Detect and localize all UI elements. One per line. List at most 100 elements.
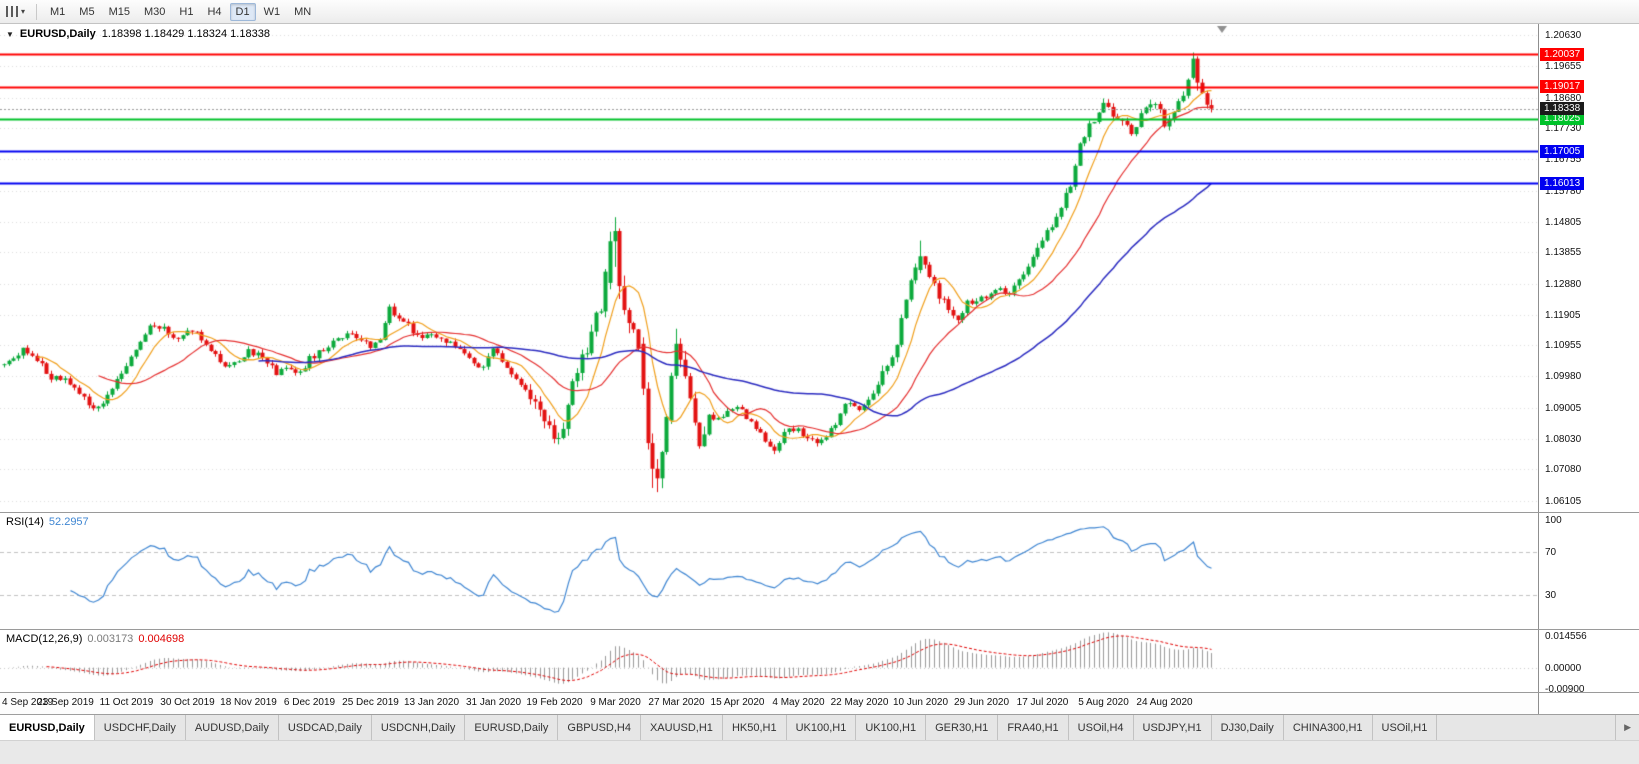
timeframe-m5[interactable]: M5 [79,5,95,18]
tab-scroll-right-button[interactable]: ▶ [1615,715,1639,740]
rsi-label: RSI(14) 52.2957 [6,516,89,528]
rsi-axis-label: 30 [1545,589,1557,601]
macd-axis-label: 0.00000 [1545,662,1582,674]
date-axis-label: 9 Mar 2020 [590,697,641,708]
panel-divider-macd[interactable] [0,629,1639,630]
macd-axis-label: 0.014556 [1545,631,1587,642]
chart-title: ▼ EURUSD,Daily 1.18398 1.18429 1.18324 1… [6,28,270,40]
timeframe-h4[interactable]: H4 [207,5,222,18]
chart-tab-usdcad-daily[interactable]: USDCAD,Daily [278,715,372,740]
macd-indicator-name: MACD(12,26,9) [6,633,83,645]
chart-tab-usdchf-daily[interactable]: USDCHF,Daily [94,715,186,740]
rsi-indicator-canvas[interactable] [0,513,1538,629]
chart-tab-ger30-h1[interactable]: GER30,H1 [926,715,999,740]
timeframe-m1[interactable]: M1 [50,5,66,18]
date-axis-label: 5 Aug 2020 [1078,697,1129,708]
timeframe-toolbar: ▾ M1 M5 M15 M30 H1 H4 D1 W1 MN [0,0,1639,24]
main-price-chart-canvas[interactable] [0,24,1538,512]
chart-tab-xauusd-h1[interactable]: XAUUSD,H1 [640,715,723,740]
chart-type-selector[interactable]: ▾ [6,6,25,17]
price-axis-label: 1.19655 [1545,61,1582,73]
price-axis-label: 1.14805 [1545,216,1582,228]
chart-symbol-period: EURUSD,Daily [19,28,96,40]
chart-tab-bar: EURUSD,Daily USDCHF,Daily AUDUSD,Daily USDC… [0,714,1639,740]
price-scale[interactable]: 1.20630 1.19655 1.18680 1.17730 1.16755 1.157… [1539,24,1639,714]
price-axis-label: 1.17730 [1545,123,1582,135]
date-axis-label: 13 Jan 2020 [403,697,460,708]
macd-axis-label: -0.00900 [1545,683,1585,695]
chart-tab-china300-h1[interactable]: CHINA300,H1 [1283,715,1373,740]
one-click-trading-icon[interactable]: ▼ [6,29,14,39]
date-axis-label: 17 Jul 2020 [1016,697,1069,708]
timeframe-buttons: M1 M5 M15 M30 H1 H4 D1 W1 MN [44,2,317,21]
price-axis-label: 1.15780 [1545,185,1582,197]
price-axis-label: 1.16755 [1545,154,1582,166]
date-axis-label: 4 Sep 2019 [2,697,54,708]
date-axis-label: 10 Jun 2020 [892,697,949,708]
timeframe-w1[interactable]: W1 [263,5,281,18]
date-axis-label: 25 Dec 2019 [342,697,399,708]
chart-ohlc-values: 1.18398 1.18429 1.18324 1.18338 [101,28,270,40]
panel-divider-rsi[interactable] [0,512,1639,513]
price-axis-label: 1.13855 [1545,247,1582,259]
date-axis-label: 23 Sep 2019 [37,697,94,708]
scale-divider [1538,24,1539,714]
date-axis[interactable]: 4 Sep 2019 23 Sep 2019 11 Oct 2019 30 Oct 2… [0,693,1538,714]
date-axis-label: 29 Jun 2020 [953,697,1010,708]
price-axis-label: 1.07080 [1545,464,1582,476]
chart-tab-hk50-h1[interactable]: HK50,H1 [722,715,787,740]
macd-label: MACD(12,26,9) 0.003173 0.004698 [6,633,184,645]
chart-tab-usdjpy-h1[interactable]: USDJPY,H1 [1133,715,1212,740]
timeframe-mn[interactable]: MN [294,5,312,18]
price-axis-label: 1.08030 [1545,433,1582,445]
chart-tab-eurusd-daily[interactable]: EURUSD,Daily [0,715,95,740]
chart-tab-eurusd-daily[interactable]: EURUSD,Daily [465,715,559,740]
date-axis-label: 31 Jan 2020 [465,697,522,708]
chart-tab-dj30-daily[interactable]: DJ30,Daily [1211,715,1284,740]
price-axis-label: 1.09005 [1545,402,1582,414]
hline-price-badge: 1.17005 [1540,144,1585,158]
price-axis-label: 1.12880 [1545,278,1582,290]
date-axis-label: 4 May 2020 [772,697,825,708]
chart-tab-usoil-h1[interactable]: USOil,H1 [1372,715,1438,740]
chart-tab-audusd-daily[interactable]: AUDUSD,Daily [185,715,279,740]
chart-tab-usdcnh-daily[interactable]: USDCNH,Daily [371,715,466,740]
chart-tab-usoil-h4[interactable]: USOil,H4 [1068,715,1134,740]
timeframe-m15[interactable]: M15 [108,5,130,18]
rsi-indicator-name: RSI(14) [6,516,44,528]
toolbar-separator [36,3,38,20]
hline-price-badge: 1.16013 [1540,176,1585,190]
macd-main-value: 0.003173 [87,633,134,645]
macd-indicator-canvas[interactable] [0,630,1538,692]
price-axis-label: 1.09980 [1545,371,1582,383]
hline-price-badge: 1.20037 [1540,47,1585,61]
timeframe-m30[interactable]: M30 [143,5,166,18]
chevron-down-icon: ▾ [21,6,26,16]
price-axis-label: 1.10955 [1545,340,1582,352]
panel-divider-dates [0,692,1639,693]
timeframe-d1[interactable]: D1 [229,2,256,21]
date-axis-label: 18 Nov 2019 [220,697,277,708]
price-axis-label: 1.20630 [1545,30,1582,42]
date-axis-label: 6 Dec 2019 [283,697,336,708]
date-axis-label: 19 Feb 2020 [526,697,583,708]
chart-tab-uk100-h1[interactable]: UK100,H1 [856,715,927,740]
rsi-value: 52.2957 [48,516,89,528]
chart-tab-uk100-h1[interactable]: UK100,H1 [786,715,857,740]
chart-tab-fra40-h1[interactable]: FRA40,H1 [998,715,1069,740]
candlestick-chart-icon [6,6,19,17]
hline-price-badge: 1.18025 [1540,112,1585,126]
date-axis-label: 27 Mar 2020 [648,697,705,708]
price-axis-label: 1.11905 [1545,309,1581,321]
chart-tab-gbpusd-h4[interactable]: GBPUSD,H4 [558,715,641,740]
price-axis-label: 1.06105 [1545,495,1582,507]
rsi-axis-label: 100 [1545,515,1562,527]
chart-area: ▼ EURUSD,Daily 1.18398 1.18429 1.18324 1… [0,24,1639,714]
date-axis-label: 11 Oct 2019 [99,697,154,708]
date-axis-label: 24 Aug 2020 [1136,697,1193,708]
current-price-badge: 1.18338 [1540,102,1585,116]
macd-signal-value: 0.004698 [138,633,185,645]
bottom-strip [0,740,1639,764]
timeframe-h1[interactable]: H1 [179,5,194,18]
